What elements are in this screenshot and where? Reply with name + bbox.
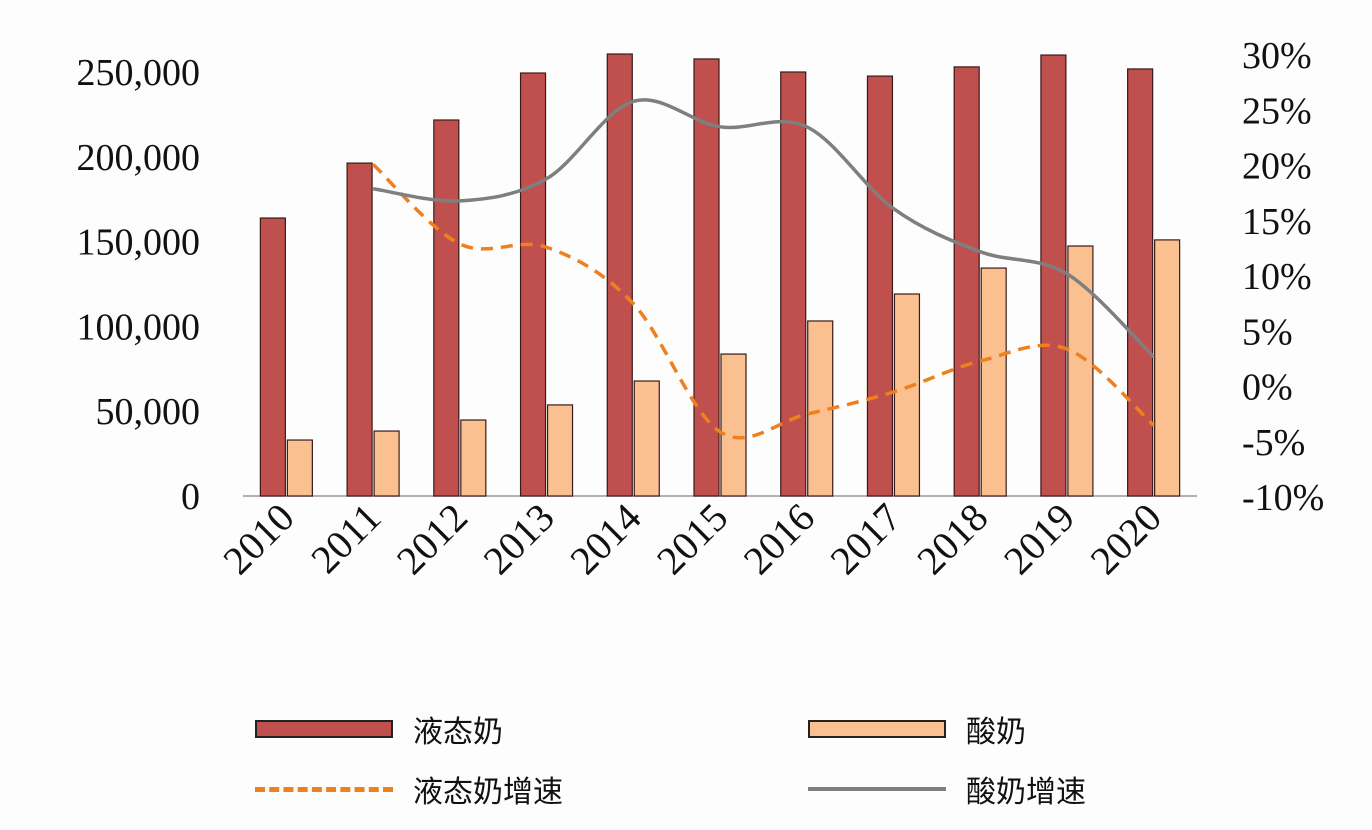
legend-item-liquid-milk: 液态奶	[255, 707, 503, 751]
bar-yogurt	[980, 267, 1007, 497]
line-yogurt-growth	[372, 98, 1155, 358]
y-right-tick-label: -5%	[1242, 422, 1305, 464]
y-left-tick-label: 50,000	[96, 391, 201, 433]
legend-label: 液态奶增速	[413, 775, 563, 810]
bar-yogurt	[633, 380, 660, 497]
y-right-tick-label: 30%	[1242, 35, 1312, 77]
y-right-tick-label: 10%	[1242, 256, 1312, 298]
bar-yogurt	[460, 419, 487, 497]
bar-yogurt	[893, 293, 921, 497]
legend-swatch	[808, 720, 946, 738]
legend-item-yogurt-growth: 酸奶增速	[808, 767, 1086, 811]
x-tick-label: 2018	[908, 495, 996, 583]
legend-item-liquid-milk-growth: 液态奶增速	[255, 767, 563, 811]
y-right-tick-label: 20%	[1242, 146, 1312, 188]
x-tick-label: 2011	[302, 495, 389, 582]
plot-area: 0 50,000 100,000 150,000 200,000 250,000 -10% -…	[77, 35, 1325, 583]
bar-liquid-milk	[346, 162, 373, 497]
bar-yogurt	[373, 430, 400, 497]
x-tick-label: 2014	[561, 495, 649, 583]
legend-swatch	[255, 720, 393, 738]
bar-liquid-milk	[866, 75, 894, 497]
line-liquid-milk-growth	[371, 163, 1155, 440]
legend-label: 酸奶	[966, 715, 1026, 750]
x-tick-label: 2017	[821, 495, 909, 583]
bar-yogurt	[1154, 239, 1181, 497]
y-left-tick-label: 250,000	[77, 52, 201, 94]
bar-liquid-milk	[1127, 68, 1154, 497]
legend-label: 酸奶增速	[966, 775, 1086, 810]
legend-swatch	[808, 787, 946, 791]
y-right-tick-label: 15%	[1242, 201, 1312, 243]
y-right-tick-label: -10%	[1242, 477, 1324, 519]
bar-yogurt	[720, 353, 747, 497]
y-right-tick-label: 5%	[1242, 311, 1293, 353]
y-left-tick-label: 200,000	[77, 137, 201, 179]
legend-item-yogurt: 酸奶	[808, 707, 1026, 751]
x-tick-label: 2019	[995, 495, 1083, 583]
bar-liquid-milk	[953, 66, 980, 497]
x-tick-label: 2012	[388, 495, 476, 583]
bar-yogurt	[1067, 245, 1094, 497]
x-tick-label: 2020	[1082, 495, 1170, 583]
x-tick-label: 2013	[475, 495, 563, 583]
y-right-tick-label: 25%	[1242, 90, 1312, 132]
x-tick-label: 2010	[214, 495, 302, 583]
bar-yogurt	[286, 439, 313, 497]
y-left-tick-label: 150,000	[77, 222, 201, 264]
bar-liquid-milk	[519, 72, 547, 497]
y-left-tick-label: 0	[181, 476, 200, 518]
bar-liquid-milk	[693, 58, 720, 497]
legend-label: 液态奶	[413, 715, 503, 750]
bar-yogurt	[546, 404, 574, 497]
bar-liquid-milk	[1040, 54, 1067, 497]
x-tick-label: 2015	[648, 495, 736, 583]
legend-swatch	[255, 786, 393, 792]
bar-liquid-milk	[259, 217, 286, 497]
bar-liquid-milk	[780, 71, 807, 497]
y-left-tick-label: 100,000	[77, 306, 201, 348]
y-right-tick-label: 0%	[1242, 367, 1293, 409]
bar-liquid-milk	[433, 119, 460, 497]
x-tick-label: 2016	[735, 495, 823, 583]
bar-liquid-milk	[606, 53, 633, 497]
